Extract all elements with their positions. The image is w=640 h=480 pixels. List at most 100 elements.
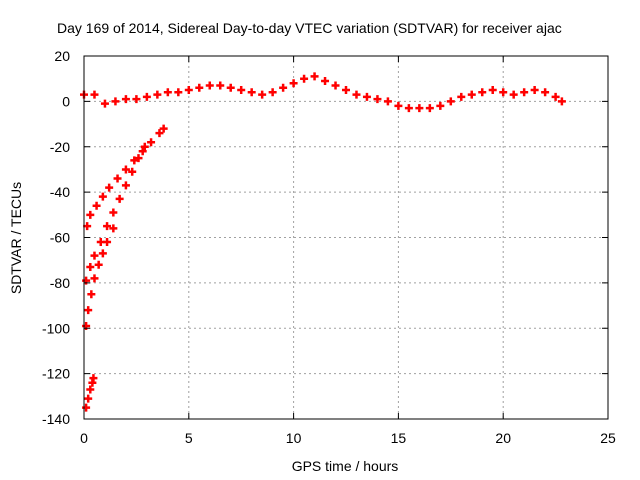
- data-point: [352, 90, 361, 99]
- data-point: [237, 86, 246, 95]
- data-point: [415, 104, 424, 113]
- data-point: [132, 95, 141, 104]
- data-point: [383, 97, 392, 106]
- data-point: [98, 249, 107, 258]
- data-point: [258, 90, 267, 99]
- data-point: [92, 201, 101, 210]
- data-point: [115, 194, 124, 203]
- data-point: [321, 76, 330, 85]
- data-point: [153, 90, 162, 99]
- series-2: [82, 142, 149, 285]
- data-point: [100, 99, 109, 108]
- y-tick-label: -120: [42, 366, 70, 382]
- data-point: [488, 86, 497, 95]
- data-point: [109, 224, 118, 233]
- data-point: [142, 92, 151, 101]
- data-point: [130, 156, 139, 165]
- y-tick-label: -20: [50, 139, 70, 155]
- data-point: [342, 86, 350, 95]
- data-point: [103, 222, 112, 231]
- data-point: [268, 88, 277, 97]
- data-point: [94, 260, 103, 269]
- data-point: [103, 238, 112, 247]
- data-point: [425, 104, 434, 113]
- data-point: [373, 95, 382, 104]
- data-point: [446, 97, 455, 106]
- data-point: [89, 374, 98, 383]
- y-axis-label: SDTVAR / TECUs: [8, 181, 24, 295]
- data-point: [205, 81, 214, 90]
- data-point: [98, 192, 107, 201]
- data-point: [300, 74, 309, 83]
- data-point: [105, 183, 114, 192]
- data-point: [121, 181, 130, 190]
- grid-lines: [84, 56, 608, 419]
- data-point: [520, 88, 529, 97]
- data-point: [121, 95, 130, 104]
- data-point: [174, 88, 183, 97]
- x-tick-label: 25: [600, 430, 616, 446]
- data-point: [90, 90, 99, 99]
- data-point: [87, 290, 96, 299]
- y-tick-label: -40: [50, 184, 70, 200]
- data-point: [310, 72, 319, 81]
- data-points: [80, 72, 566, 412]
- data-point: [457, 92, 466, 101]
- data-point: [557, 97, 566, 106]
- data-point: [163, 88, 172, 97]
- x-tick-label: 20: [495, 430, 511, 446]
- data-point: [113, 174, 122, 183]
- data-point: [226, 83, 235, 92]
- x-tick-label: 10: [286, 430, 302, 446]
- data-point: [82, 276, 91, 285]
- data-point: [216, 81, 225, 90]
- data-point: [530, 86, 539, 95]
- x-tick-label: 5: [185, 430, 193, 446]
- data-point: [509, 90, 518, 99]
- y-tick-label: 20: [54, 48, 70, 64]
- data-point: [84, 306, 93, 315]
- data-point: [159, 124, 168, 133]
- data-point: [111, 97, 120, 106]
- series-0: [80, 72, 566, 113]
- series-4: [82, 374, 98, 412]
- data-point: [86, 385, 95, 394]
- data-point: [86, 210, 95, 219]
- data-point: [541, 88, 550, 97]
- chart-title: Day 169 of 2014, Sidereal Day-to-day VTE…: [57, 20, 562, 36]
- data-point: [478, 88, 487, 97]
- data-point: [147, 138, 156, 147]
- data-point: [394, 101, 403, 110]
- data-point: [279, 83, 288, 92]
- y-axis-ticks: -140 -120 -100 -80 -60 -40 -20 0 20: [42, 48, 608, 427]
- series-1: [83, 124, 168, 231]
- data-point: [128, 167, 137, 176]
- data-point: [155, 129, 164, 138]
- y-tick-label: -140: [42, 411, 70, 427]
- y-tick-label: -80: [50, 275, 70, 291]
- y-tick-label: -60: [50, 230, 70, 246]
- data-point: [140, 142, 149, 151]
- data-point: [109, 208, 118, 217]
- y-tick-label: 0: [62, 93, 70, 109]
- data-point: [82, 321, 91, 330]
- data-point: [289, 79, 298, 88]
- data-point: [195, 83, 204, 92]
- data-point: [90, 274, 99, 283]
- data-point: [362, 92, 371, 101]
- data-point: [467, 90, 476, 99]
- data-point: [86, 262, 95, 271]
- data-point: [404, 104, 413, 113]
- x-tick-label: 15: [391, 430, 407, 446]
- data-point: [90, 251, 99, 260]
- data-point: [138, 147, 147, 156]
- y-tick-label: -100: [42, 320, 70, 336]
- data-point: [121, 165, 130, 174]
- data-point: [134, 154, 143, 163]
- x-axis-ticks: 0 5 10 15 20 25: [80, 56, 616, 446]
- x-axis-label: GPS time / hours: [291, 458, 399, 474]
- data-point: [82, 403, 91, 412]
- x-tick-label: 0: [80, 430, 88, 446]
- data-point: [184, 86, 193, 95]
- data-point: [84, 394, 93, 403]
